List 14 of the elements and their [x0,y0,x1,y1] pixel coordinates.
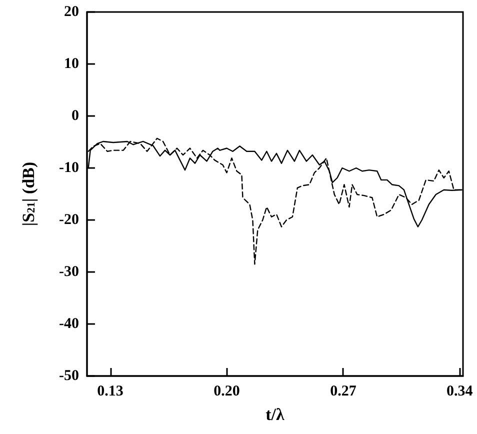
x-tick-label: 0.34 [446,384,474,400]
x-axis-title: t/λ [266,405,286,424]
x-tick-label: 0.13 [97,384,124,400]
y-tick-label: -40 [59,316,79,332]
y-tick-label: -50 [59,368,79,384]
y-tick-label: -30 [59,264,79,280]
y-tick-label: 10 [64,56,79,72]
y-axis-title: |S21| (dB) [19,162,38,226]
y-tick-label: -10 [59,160,79,176]
y-tick-label: 0 [72,108,79,124]
y-tick-label: 20 [64,4,79,20]
y-tick-label: -20 [59,212,79,228]
x-tick-label: 0.27 [330,384,357,400]
x-tick-label: 0.20 [214,384,240,400]
